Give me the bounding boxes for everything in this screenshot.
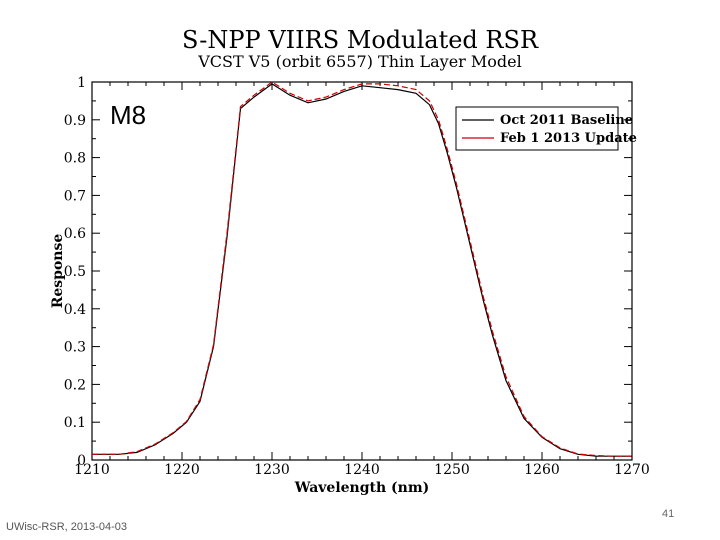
footer-source: UWisc-RSR, 2013-04-03 — [6, 521, 128, 533]
chart-subtitle: VCST V5 (orbit 6557) Thin Layer Model — [198, 52, 522, 71]
panel-label: M8 — [110, 100, 147, 130]
x-tick-label: 1240 — [344, 462, 380, 478]
series-line-baseline — [92, 83, 632, 457]
y-ticks: 0 0.1 0.2 0.3 0.4 0.5 0.6 0.7 0.8 0.9 1 — [64, 75, 632, 469]
series-layer — [92, 81, 632, 457]
legend: Oct 2011 Baseline Feb 1 2013 Update — [455, 106, 637, 151]
chart-title: S-NPP VIIRS Modulated RSR — [181, 26, 539, 54]
x-tick-label: 1230 — [254, 462, 290, 478]
x-tick-label: 1220 — [164, 462, 200, 478]
y-tick-label: 0.6 — [64, 226, 86, 242]
legend-label-update: Feb 1 2013 Update — [500, 131, 637, 146]
legend-box — [455, 106, 619, 151]
legend-label-baseline: Oct 2011 Baseline — [500, 113, 633, 128]
y-tick-label: 0 — [77, 453, 86, 469]
y-tick-label: 0.9 — [64, 113, 86, 129]
y-tick-label: 0.7 — [64, 188, 86, 204]
x-tick-label: 1260 — [524, 462, 560, 478]
y-tick-label: 1 — [77, 75, 86, 91]
x-tick-label: 1210 — [74, 462, 110, 478]
y-tick-label: 0.5 — [64, 264, 86, 280]
x-tick-label: 1270 — [614, 462, 650, 478]
y-tick-label: 0.1 — [64, 415, 86, 431]
x-tick-label: 1250 — [434, 462, 470, 478]
series-line-update — [92, 81, 632, 457]
y-tick-label: 0.2 — [64, 377, 86, 393]
y-tick-label: 0.8 — [64, 151, 86, 167]
x-axis-title: Wavelength (nm) — [294, 480, 430, 496]
y-tick-label: 0.4 — [64, 302, 86, 318]
y-tick-label: 0.3 — [64, 340, 86, 356]
y-axis-title: Response — [50, 234, 66, 309]
page-number: 41 — [662, 508, 675, 520]
x-ticks: 1210 1220 1230 1240 1250 1260 1270 — [74, 82, 650, 478]
